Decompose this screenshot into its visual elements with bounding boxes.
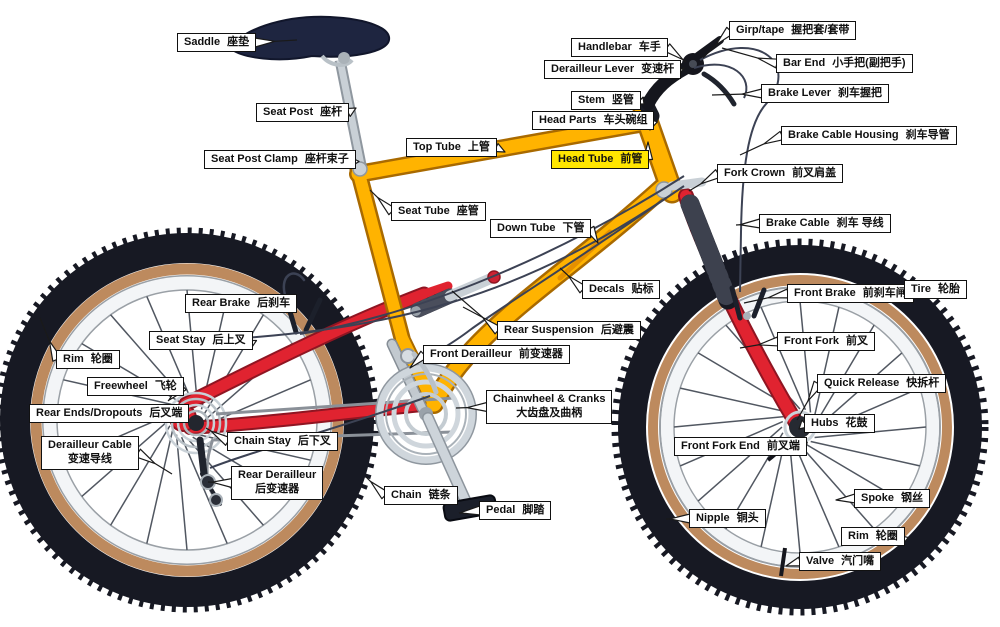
label-saddle: Saddle 座垫 <box>177 33 257 53</box>
label-valve: Valve 汽门嘴 <box>799 552 882 572</box>
rear-brake-cable <box>299 175 685 335</box>
label-front-fork: Front Fork 前叉 <box>777 332 875 352</box>
fork-crown-part <box>667 177 707 191</box>
label-spoke: Spoke 钢丝 <box>854 489 931 509</box>
front-fork-part <box>667 177 806 434</box>
label-chain: Chain 链条 <box>384 486 458 506</box>
label-stem: Stem 竖管 <box>571 91 641 111</box>
label-rear-ends-dropouts: Rear Ends/Dropouts 后叉端 <box>29 404 190 424</box>
label-freewheel: Freewheel 飞轮 <box>87 377 184 397</box>
label-front-derailleur: Front Derailleur 前变速器 <box>423 345 570 365</box>
label-front-brake: Front Brake 前刹车闸 <box>787 284 914 304</box>
label-handlebar: Handlebar 车手 <box>571 38 668 58</box>
label-fork-crown: Fork Crown 前叉肩盖 <box>717 164 844 184</box>
label-rim-front: Rim 轮圈 <box>841 527 905 547</box>
label-seat-post-clamp: Seat Post Clamp 座杆束子 <box>204 150 356 170</box>
label-rear-suspension: Rear Suspension 后避震 <box>497 321 641 341</box>
rear-derailleur-part <box>196 436 223 507</box>
label-pedal: Pedal 脚踏 <box>479 501 552 521</box>
label-top-tube: Top Tube 上管 <box>406 138 497 158</box>
label-head-parts: Head Parts 车头碗组 <box>532 111 655 131</box>
label-seat-stay: Seat Stay 后上叉 <box>149 331 253 351</box>
label-rear-brake: Rear Brake 后刹车 <box>185 294 298 314</box>
label-rim-rear: Rim 轮圈 <box>56 350 120 370</box>
label-derailleur-lever: Derailleur Lever 变速杆 <box>544 60 682 80</box>
label-tire: Tire 轮胎 <box>904 280 967 300</box>
label-seat-tube: Seat Tube 座管 <box>391 202 486 222</box>
label-girp-tape: Girp/tape 握把套/套带 <box>729 21 857 41</box>
label-front-fork-end: Front Fork End 前叉端 <box>674 437 807 457</box>
label-decals: Decals 贴标 <box>582 280 661 300</box>
label-head-tube: Head Tube 前管 <box>551 150 650 170</box>
label-brake-cable: Brake Cable 刹车 导线 <box>759 214 891 234</box>
saddle <box>229 15 391 67</box>
label-chain-stay: Chain Stay 后下叉 <box>227 432 338 452</box>
label-brake-cable-housing: Brake Cable Housing 刹车导管 <box>781 126 957 146</box>
brake-lever-part <box>701 71 737 107</box>
label-chainwheel-cranks: Chainwheel & Cranks 大齿盘及曲柄 <box>486 390 613 424</box>
label-derailleur-cable: Derailleur Cable 变速导线 <box>41 436 139 470</box>
valve-stem <box>779 547 787 577</box>
label-quick-release: Quick Release 快拆杆 <box>817 374 947 394</box>
label-seat-post: Seat Post 座杆 <box>256 103 350 123</box>
label-down-tube: Down Tube 下管 <box>490 219 592 239</box>
label-hubs: Hubs 花鼓 <box>804 414 875 434</box>
label-brake-lever: Brake Lever 刹车握把 <box>761 84 889 104</box>
label-bar-end: Bar End 小手把(副把手) <box>776 54 913 74</box>
label-rear-derailleur: Rear Derailleur 后变速器 <box>231 466 324 500</box>
label-nipple: Nipple 铜头 <box>689 509 766 529</box>
